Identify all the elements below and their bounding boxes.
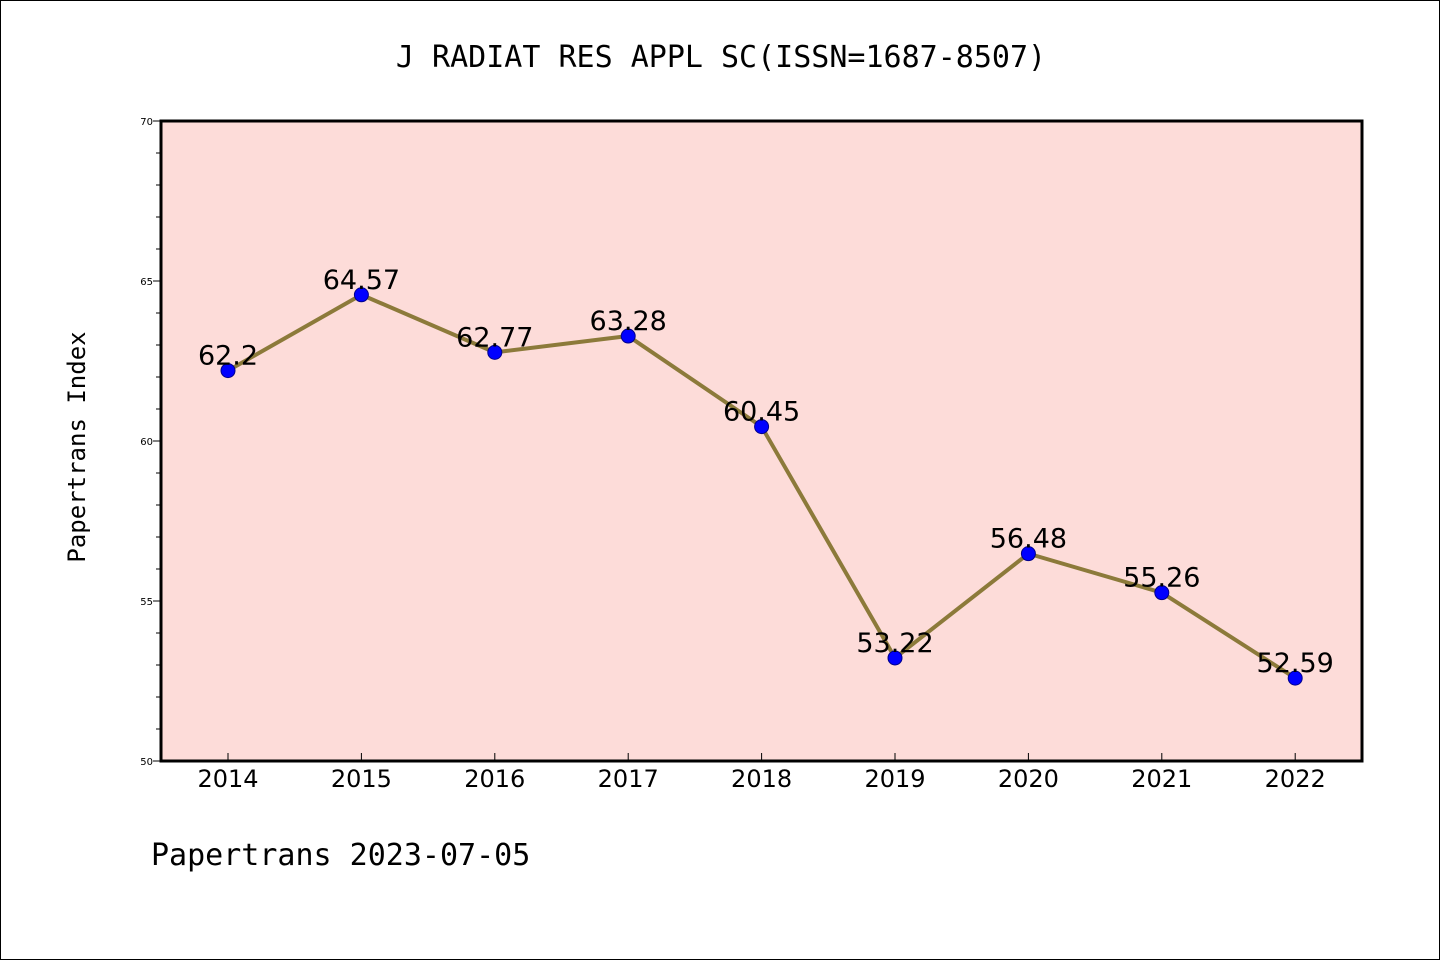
data-point-2020 [1020, 546, 1036, 562]
plot-area [161, 121, 1362, 761]
y-tick-label: 65 [140, 277, 153, 288]
data-label-2016: 62.77 [456, 322, 533, 353]
data-label-2020: 56.48 [990, 524, 1067, 555]
x-tick-label: 2022 [1265, 765, 1326, 793]
data-label-2014: 62.2 [198, 341, 258, 372]
data-label-2019: 53.22 [856, 628, 933, 659]
y-tick-label: 60 [140, 437, 153, 448]
footer-date: Papertrans 2023-07-05 [151, 838, 530, 873]
data-label-2022: 52.59 [1257, 648, 1334, 679]
y-axis-label: Papertrans Index [63, 331, 91, 562]
y-tick-label: 70 [140, 117, 153, 128]
x-tick-label: 2016 [464, 765, 525, 793]
x-tick-label: 2021 [1131, 765, 1192, 793]
data-labels: 62.2 64.57 62.77 63.28 60.45 53.22 56.48 55.26 5… [198, 265, 1334, 679]
data-point-2022 [1287, 670, 1303, 686]
y-axis: 50 55 60 65 70 [140, 117, 161, 768]
chart-title: J RADIAT RES APPL SC(ISSN=1687-8507) [396, 40, 1046, 75]
y-tick-label: 55 [140, 597, 153, 608]
data-point-2021 [1154, 585, 1170, 601]
y-tick-label: 50 [140, 757, 153, 768]
data-label-2017: 63.28 [590, 306, 667, 337]
data-label-2015: 64.57 [323, 265, 400, 296]
x-axis: 2014 2015 2016 2017 2018 2019 2020 2021 2022 [197, 753, 1326, 793]
data-point-2014 [220, 363, 236, 379]
data-label-2021: 55.26 [1123, 563, 1200, 594]
x-tick-label: 2015 [331, 765, 392, 793]
data-point-2019 [887, 650, 903, 666]
data-point-2015 [353, 287, 369, 303]
data-points [220, 287, 1303, 686]
data-point-2016 [487, 344, 503, 360]
data-label-2018: 60.45 [723, 397, 800, 428]
x-tick-label: 2014 [197, 765, 258, 793]
x-tick-label: 2017 [598, 765, 659, 793]
data-point-2018 [754, 419, 770, 435]
data-point-2017 [620, 328, 636, 344]
plot-border [159, 119, 1364, 763]
x-tick-label: 2019 [864, 765, 925, 793]
x-tick-label: 2020 [998, 765, 1059, 793]
x-tick-label: 2018 [731, 765, 792, 793]
